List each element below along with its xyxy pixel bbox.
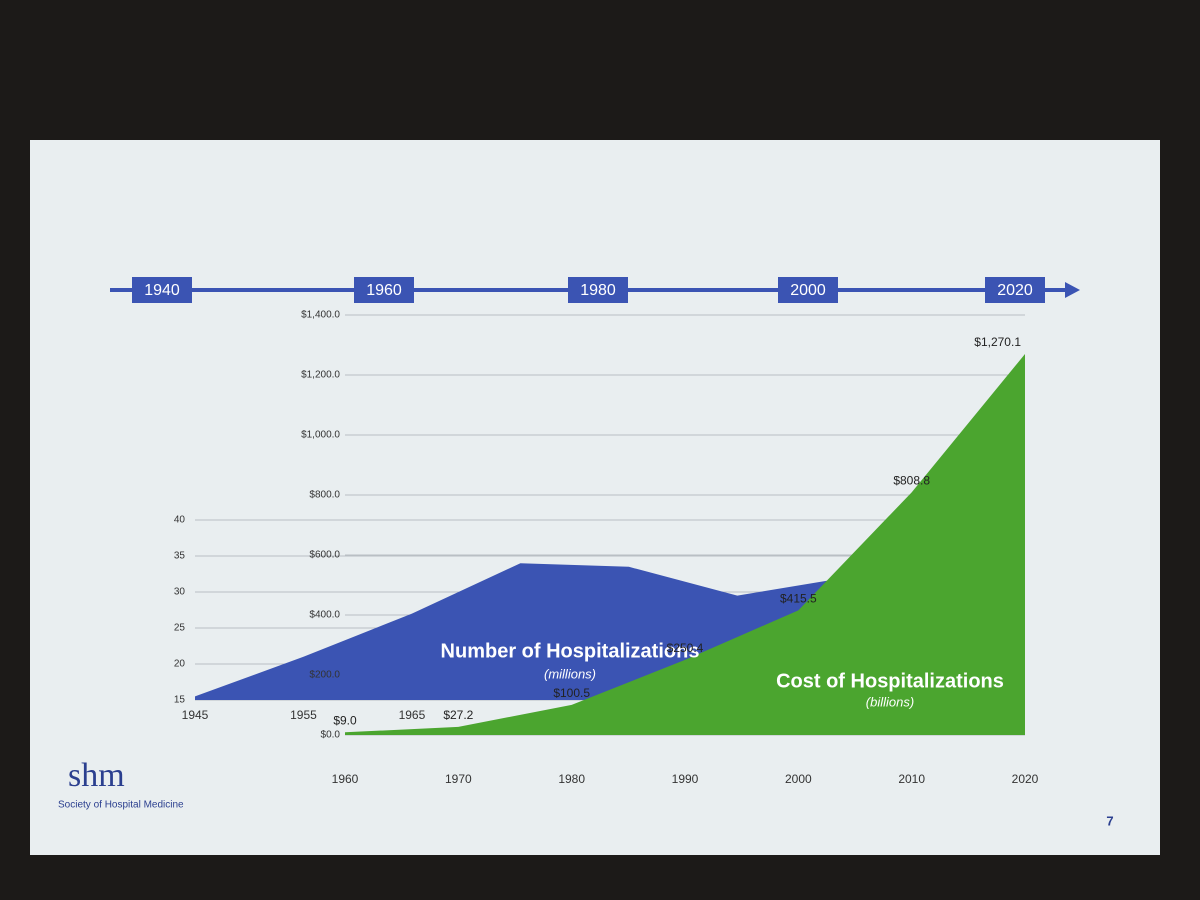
x-tick-label: 1990 (672, 772, 699, 786)
timeline: 1940 1960 1980 2000 2020 (132, 277, 1045, 303)
y-tick-label: 25 (174, 623, 186, 634)
timeline-box (354, 277, 414, 303)
series-title: Number of Hospitalizations (441, 640, 700, 662)
label-layer: 15 20 25 30 35 40 1945 1955 1965 Number of Hospit… (174, 310, 1039, 787)
timeline-arrow (1065, 282, 1080, 298)
series-subtitle: (millions) (544, 666, 596, 681)
data-label: $1,270.1 (974, 335, 1021, 349)
area-layer (195, 353, 1025, 735)
area (345, 353, 1025, 735)
y-tick-label: $800.0 (309, 490, 340, 501)
timeline-year: 2000 (790, 282, 826, 299)
logo: shm (68, 757, 125, 794)
series-title: Cost of Hospitalizations (776, 670, 1004, 692)
x-tick-label: 1965 (399, 708, 426, 722)
logo-caption: Society of Hospital Medicine (58, 800, 184, 811)
data-label: $808.8 (893, 474, 930, 488)
plots: 15 20 25 30 35 40 1945 1955 1965 Number of Hospit… (174, 310, 1039, 787)
series-subtitle: (billions) (866, 694, 914, 709)
y-tick-label: $1,000.0 (301, 430, 340, 441)
y-tick-label: 40 (174, 515, 186, 526)
data-label: $250.4 (667, 641, 704, 655)
y-tick-label: $200.0 (309, 670, 340, 681)
timeline-box (778, 277, 838, 303)
slide-number: 7 (1106, 813, 1113, 828)
timeline-box (568, 277, 628, 303)
y-tick-label: $1,200.0 (301, 370, 340, 381)
x-tick-label: 1960 (332, 772, 359, 786)
data-label: $27.2 (443, 708, 473, 722)
y-tick-label: $600.0 (309, 550, 340, 561)
y-tick-label: 35 (174, 551, 186, 562)
timeline-year: 1940 (144, 282, 180, 299)
x-tick-label: 2020 (1012, 772, 1039, 786)
x-tick-label: 1970 (445, 772, 472, 786)
y-tick-label: 30 (174, 587, 186, 598)
x-tick-label: 1945 (182, 708, 209, 722)
y-tick-label: $0.0 (321, 730, 341, 741)
data-label: $9.0 (333, 713, 357, 727)
data-label: $415.5 (780, 592, 817, 606)
timeline-box (985, 277, 1045, 303)
timeline-year: 1960 (366, 282, 402, 299)
x-tick-label: 1980 (558, 772, 585, 786)
timeline-box (132, 277, 192, 303)
y-tick-label: $400.0 (309, 610, 340, 621)
timeline-year: 2020 (997, 282, 1033, 299)
x-tick-label: 1955 (290, 708, 317, 722)
timeline-year: 1980 (580, 282, 616, 299)
y-tick-label: 20 (174, 659, 186, 670)
x-tick-label: 2010 (898, 772, 925, 786)
x-tick-label: 2000 (785, 772, 812, 786)
data-label: $100.5 (553, 686, 590, 700)
y-tick-label: 15 (174, 695, 186, 706)
y-tick-label: $1,400.0 (301, 310, 340, 321)
